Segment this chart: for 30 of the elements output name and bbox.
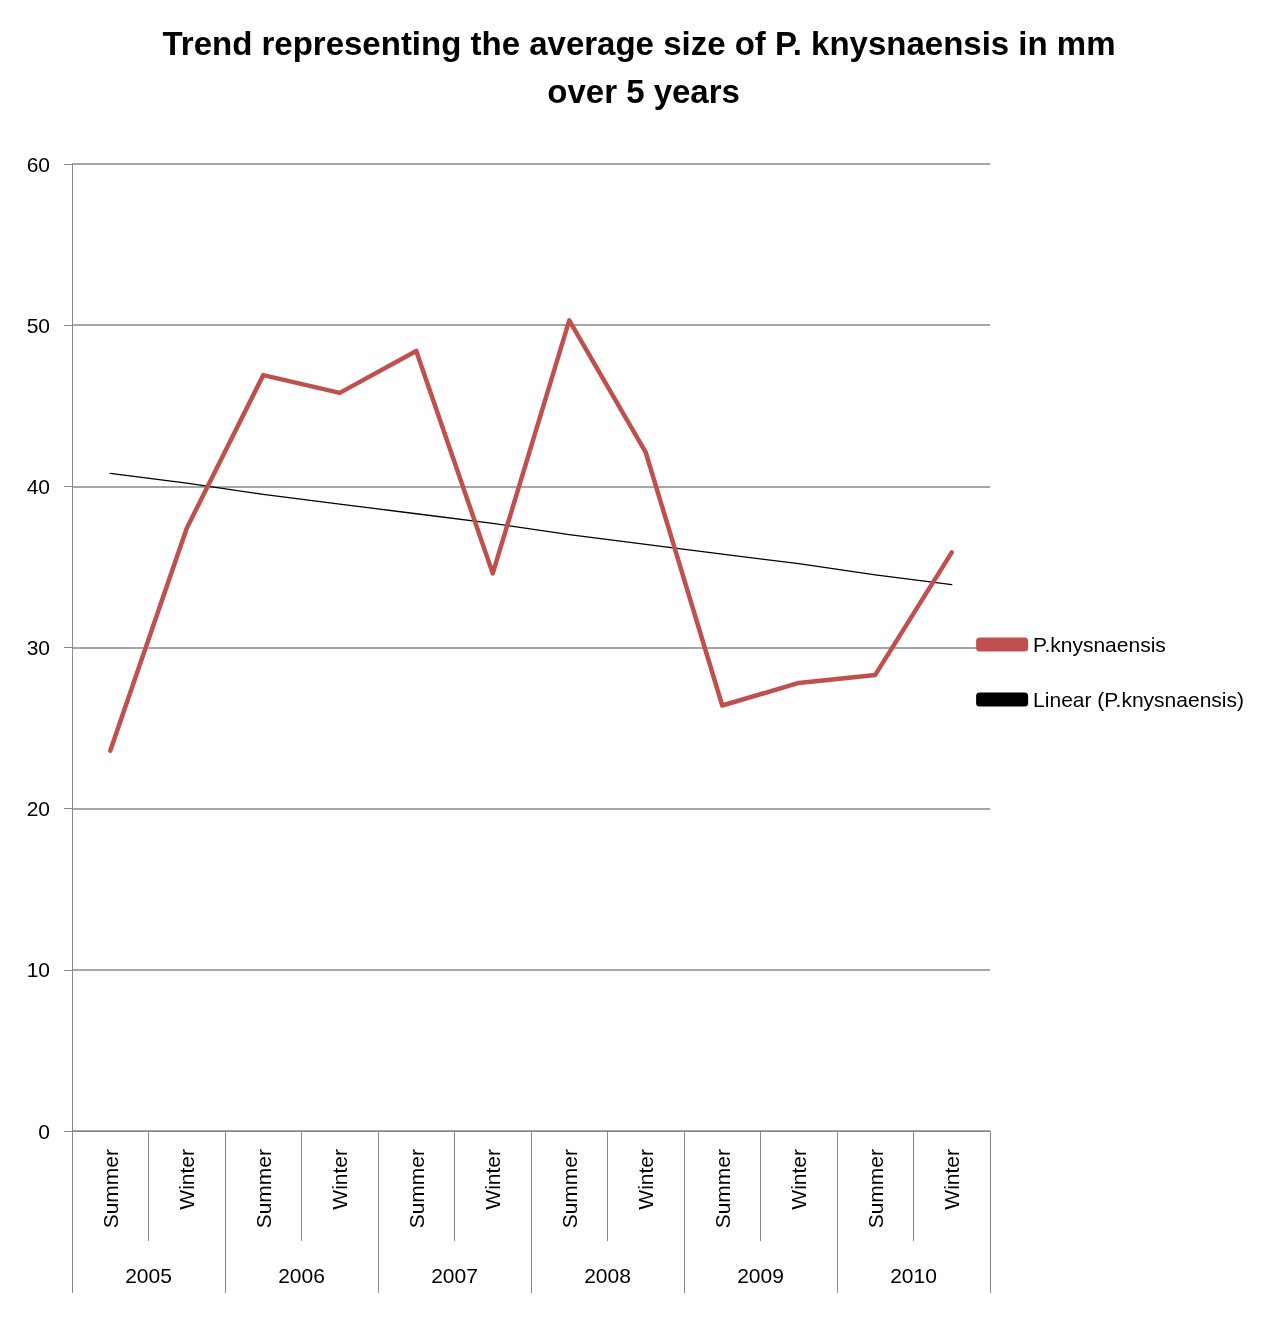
x-tick-label: Winter	[634, 1149, 658, 1210]
text: 2008	[584, 1264, 631, 1287]
text: 2009	[737, 1264, 784, 1287]
x-tick-label: Winter	[175, 1149, 199, 1210]
text: 2005	[125, 1264, 172, 1287]
x-tick-label: Winter	[328, 1149, 352, 1210]
y-tick-label: 10	[26, 958, 50, 982]
y-tick-label: 40	[26, 474, 50, 498]
text: 2010	[890, 1264, 937, 1287]
x-tick-label: Summer	[710, 1149, 734, 1229]
line-series	[108, 318, 954, 753]
text: 2006	[278, 1264, 325, 1287]
line-series	[109, 472, 953, 586]
x-tick-label: Winter	[940, 1149, 964, 1210]
y-tick-label: 60	[26, 152, 50, 176]
x-tick-label: Summer	[404, 1149, 428, 1229]
x-tick-label: Winter	[481, 1149, 505, 1210]
y-tick-label: 20	[26, 797, 50, 821]
y-tick-label: 0	[38, 1119, 50, 1143]
y-tick-label: 50	[26, 313, 50, 337]
y-tick-label: 30	[26, 636, 50, 659]
x-tick-label: Winter	[787, 1149, 811, 1210]
x-tick-label: Summer	[251, 1149, 275, 1229]
chart-title: Trend representing the average size of P. knysnaensis in mm over 5 years	[162, 24, 1116, 110]
x-tick-label: Summer	[557, 1149, 581, 1229]
text: 2007	[431, 1264, 478, 1287]
x-tick-label: Summer	[98, 1149, 122, 1229]
legend-label: Linear (P.knysnaensis)	[1033, 688, 1245, 711]
legend-label: P.knysnaensis	[1033, 633, 1166, 656]
x-tick-label: Summer	[863, 1149, 887, 1229]
